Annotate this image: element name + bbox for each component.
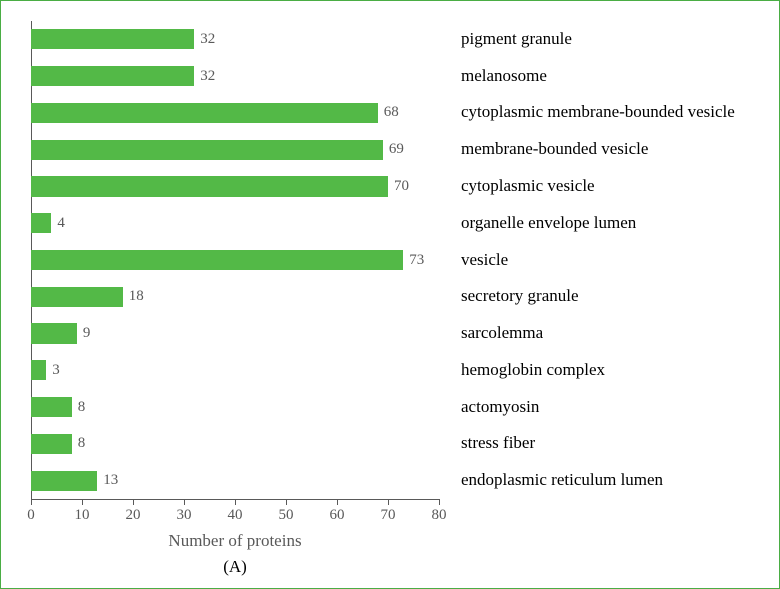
- category-label: membrane-bounded vesicle: [461, 139, 648, 159]
- bar: [31, 471, 97, 491]
- x-tick: [184, 499, 185, 505]
- bar-value-label: 68: [384, 104, 399, 121]
- bar-value-label: 32: [200, 68, 215, 85]
- x-tick: [286, 499, 287, 505]
- category-label: stress fiber: [461, 433, 535, 453]
- bar-value-label: 69: [389, 141, 404, 158]
- x-tick: [439, 499, 440, 505]
- bar-value-label: 8: [78, 399, 86, 416]
- bar: [31, 176, 388, 196]
- x-tick: [337, 499, 338, 505]
- category-label: cytoplasmic vesicle: [461, 176, 595, 196]
- x-tick-label: 80: [432, 507, 447, 524]
- bar: [31, 66, 194, 86]
- bar: [31, 140, 383, 160]
- bar: [31, 287, 123, 307]
- x-tick: [133, 499, 134, 505]
- bar: [31, 250, 403, 270]
- x-tick: [31, 499, 32, 505]
- bar-value-label: 3: [52, 362, 60, 379]
- bar-value-label: 32: [200, 31, 215, 48]
- x-tick: [235, 499, 236, 505]
- bar: [31, 397, 72, 417]
- panel-label: (A): [1, 557, 469, 577]
- bar: [31, 213, 51, 233]
- x-tick-label: 40: [228, 507, 243, 524]
- bar-value-label: 70: [394, 178, 409, 195]
- bar-value-label: 73: [409, 252, 424, 269]
- category-label: cytoplasmic membrane-bounded vesicle: [461, 102, 735, 122]
- x-tick-label: 50: [279, 507, 294, 524]
- category-label: sarcolemma: [461, 323, 543, 343]
- x-axis-title: Number of proteins: [1, 531, 469, 551]
- bar: [31, 323, 77, 343]
- x-tick-label: 10: [75, 507, 90, 524]
- x-tick: [388, 499, 389, 505]
- bar: [31, 360, 46, 380]
- x-tick-label: 0: [27, 507, 35, 524]
- category-label: vesicle: [461, 250, 508, 270]
- x-tick-label: 70: [381, 507, 396, 524]
- category-label: melanosome: [461, 66, 547, 86]
- x-tick-label: 20: [126, 507, 141, 524]
- x-tick-label: 60: [330, 507, 345, 524]
- bar: [31, 434, 72, 454]
- bar: [31, 29, 194, 49]
- bar-value-label: 8: [78, 435, 86, 452]
- bar: [31, 103, 378, 123]
- category-label: actomyosin: [461, 397, 539, 417]
- bar-value-label: 13: [103, 472, 118, 489]
- category-label: hemoglobin complex: [461, 360, 605, 380]
- category-label: organelle envelope lumen: [461, 213, 636, 233]
- plot-area: 01020304050607080323268697047318938813: [31, 21, 439, 499]
- chart-frame: 0 10 20 30 40 50 60 70 80 32 32 68 69 70 4 73 18 9 3 8 8 13 N…: [0, 0, 780, 589]
- category-label: pigment granule: [461, 29, 572, 49]
- bar-value-label: 4: [57, 215, 65, 232]
- x-tick: [82, 499, 83, 505]
- x-tick-label: 30: [177, 507, 192, 524]
- category-label: endoplasmic reticulum lumen: [461, 470, 663, 490]
- bar-value-label: 18: [129, 288, 144, 305]
- category-label: secretory granule: [461, 286, 579, 306]
- bar-value-label: 9: [83, 325, 91, 342]
